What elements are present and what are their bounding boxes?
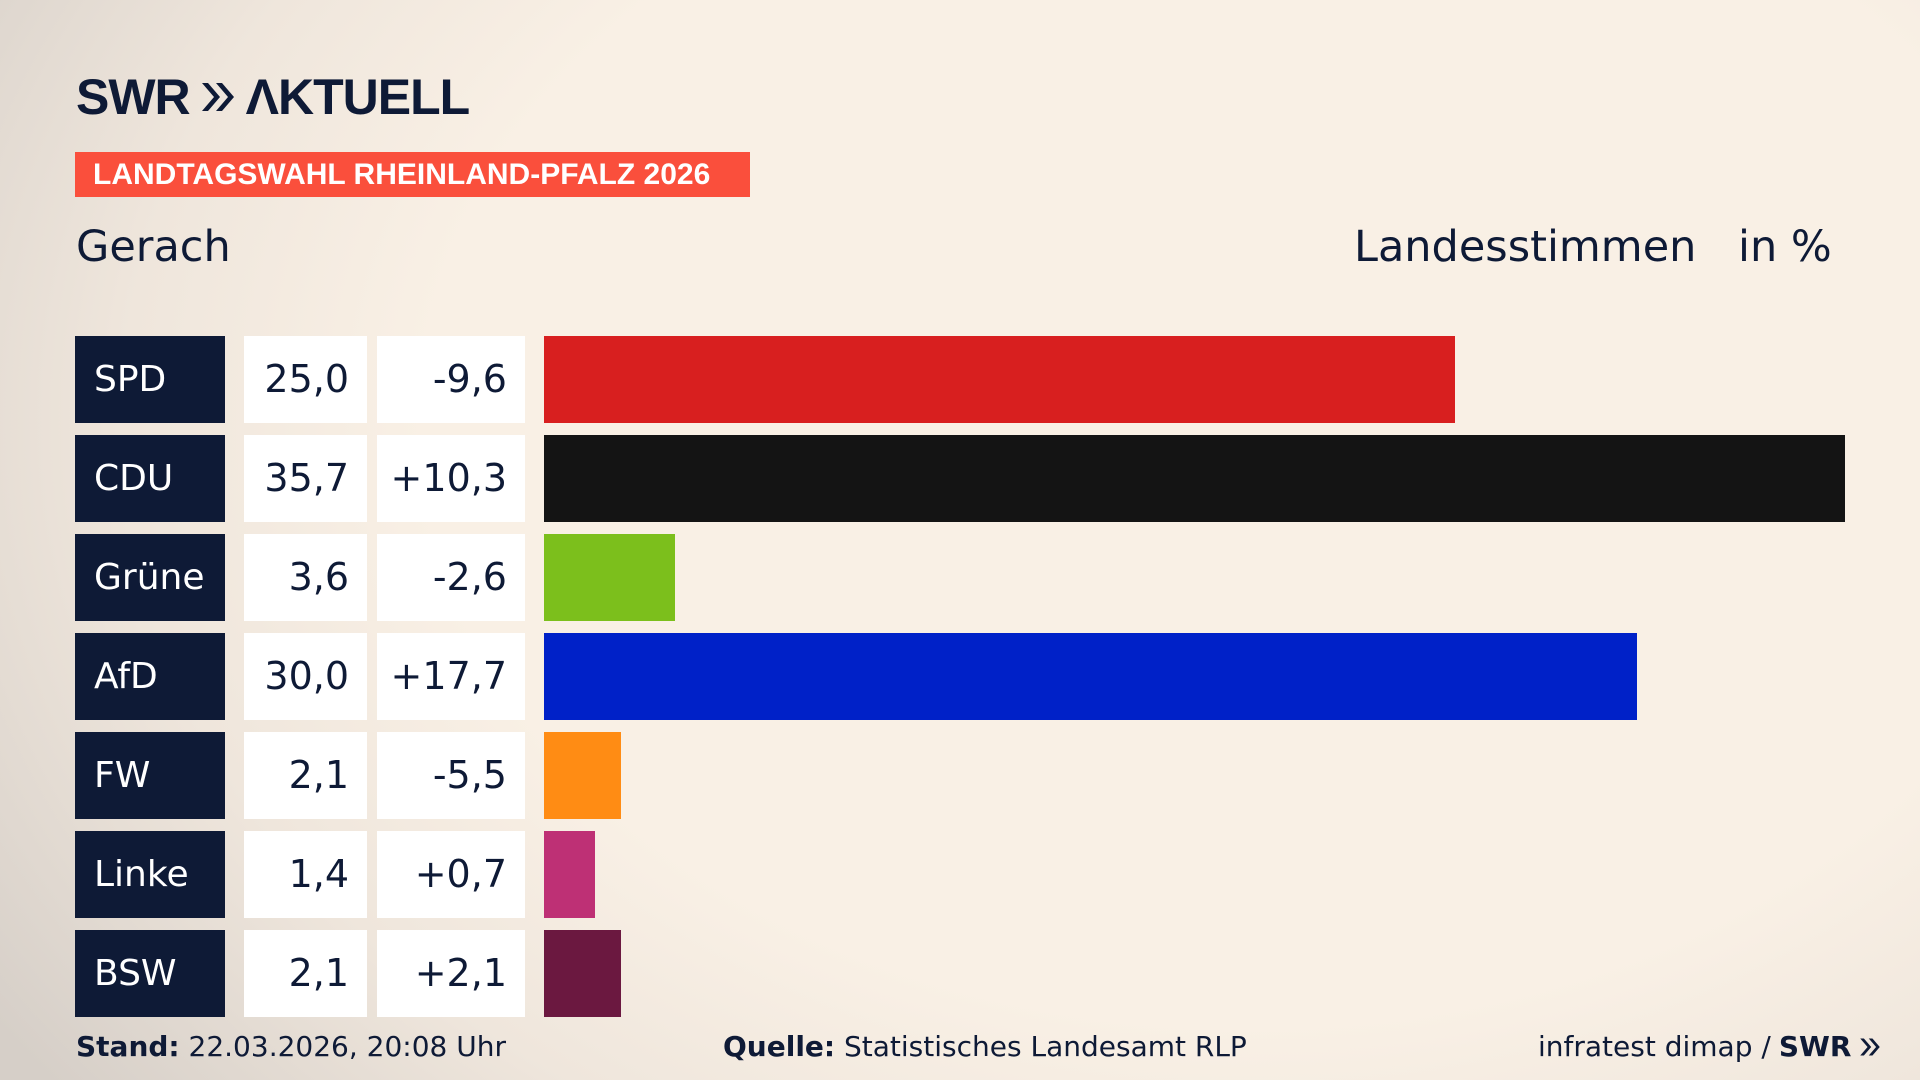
bar-grüne [544,534,676,621]
source-value: Statistisches Landesamt RLP [844,1030,1247,1063]
value-label: 30,0 [244,633,367,720]
party-label: Grüne [75,534,225,621]
bar-afd [544,633,1638,720]
value-label: 25,0 [244,336,367,423]
change-label: +10,3 [377,435,525,522]
bar-linke [544,831,596,918]
party-label: Linke [75,831,225,918]
value-label: 2,1 [244,930,367,1017]
double-chevron-icon [1860,1037,1881,1056]
double-chevron-icon [201,83,234,111]
unit-label: in % [1738,222,1832,272]
place-title: Gerach [76,222,231,272]
timestamp: Stand: 22.03.2026, 20:08 Uhr [76,1030,506,1063]
bar-fw [544,732,621,819]
value-label: 1,4 [244,831,367,918]
change-label: +0,7 [377,831,525,918]
change-label: -9,6 [377,336,525,423]
logo-swr-text: SWR [76,69,191,125]
credit-swr-logo: SWR [1778,1030,1852,1063]
party-label: SPD [75,336,225,423]
bar-spd [544,336,1456,423]
bar-bsw [544,930,621,1017]
logo-aktuell-text: ΛKTUELL [245,69,471,125]
change-label: +2,1 [377,930,525,1017]
party-label: BSW [75,930,225,1017]
party-label: FW [75,732,225,819]
credit-text: infratest dimap / [1538,1030,1771,1063]
value-label: 3,6 [244,534,367,621]
party-label: CDU [75,435,225,522]
stand-label: Stand: [76,1030,180,1063]
bar-cdu [544,435,1845,522]
source: Quelle: Statistisches Landesamt RLP [723,1030,1247,1063]
stand-value: 22.03.2026, 20:08 Uhr [188,1030,506,1063]
change-label: -5,5 [377,732,525,819]
value-label: 2,1 [244,732,367,819]
party-label: AfD [75,633,225,720]
credit: infratest dimap / SWR [1538,1030,1881,1063]
change-label: -2,6 [377,534,525,621]
swr-aktuell-logo: SWR ΛKTUELL [76,68,471,126]
change-label: +17,7 [377,633,525,720]
source-label: Quelle: [723,1030,836,1063]
value-label: 35,7 [244,435,367,522]
metric-label: Landesstimmen [1354,222,1697,272]
election-banner: LANDTAGSWAHL RHEINLAND-PFALZ 2026 [75,152,750,197]
